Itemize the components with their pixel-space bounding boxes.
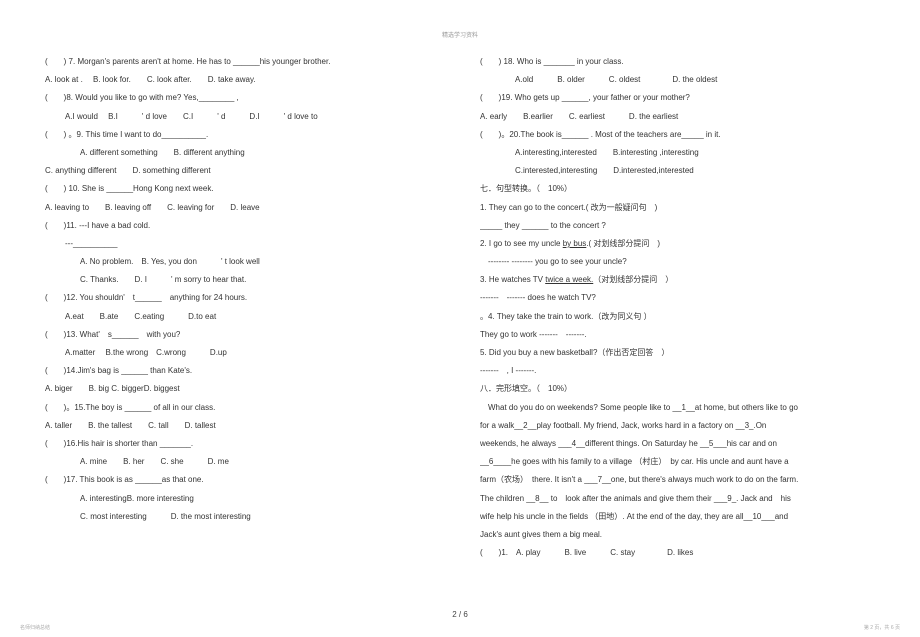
text-line: _____ they ______ to the concert ? [480,218,875,233]
text-line: ( ) 。9. This time I want to do__________… [45,127,440,142]
text-line: 3. He watches TV twice a week.（对划线部分提问 ） [480,272,875,287]
text-line: ( )17. This book is as ______as that one… [45,472,440,487]
text-line: for a walk__2__play football. My friend,… [480,418,875,433]
text-line: A. leaving to B. leaving off C. leaving … [45,200,440,215]
right-column: ( ) 18. Who is _______ in your class. A.o… [480,54,875,563]
text-line: A.eat B.ate C.eating D.to eat [45,309,440,324]
text-line: ( )19. Who gets up ______, your father o… [480,90,875,105]
footer-right: 第 2 页，共 6 页 [864,624,900,631]
text-line: 。4. They take the train to work.（改为同义句 ） [480,309,875,324]
text-line: ( )12. You shouldn​' t______ anything fo… [45,290,440,305]
text-line: What do you do on weekends? Some people … [480,400,875,415]
text-line: A. different something B. different anyt… [45,145,440,160]
text-line: ( ) 7. Morgan's parents aren't at home. … [45,54,440,69]
text-line: ------- ------- does he watch TV? [480,290,875,305]
footer-left: 名师归纳总结 [20,624,50,631]
text-line: -------- -------- you go to see your unc… [480,254,875,269]
text-line: C. most interesting D. the most interest… [45,509,440,524]
text-line: A.matter B.the wrong C.wrong D.up [45,345,440,360]
text-line: A. look at . B. look for. C. look after.… [45,72,440,87]
text-line: farm（农场） there. It isn't a ___7__one, bu… [480,472,875,487]
text-line: ( )。15.The boy is ______ of all in our c… [45,400,440,415]
text-line: A. taller B. the tallest C. tall D. tall… [45,418,440,433]
text-line: ( ) 18. Who is _______ in your class. [480,54,875,69]
content-columns: ( ) 7. Morgan's parents aren't at home. … [45,54,875,563]
text-line: ( ) 10. She is ______Hong Kong next week… [45,181,440,196]
page-number: 2 / 6 [0,610,920,619]
text-line: A. interestingB. more interesting [45,491,440,506]
text-line: A. No problem. B. Yes, you don ' t look … [45,254,440,269]
text-line: ( )。20.The book is______ . Most of the t… [480,127,875,142]
text-line: ---__________ [45,236,440,251]
text-line: 八．完形填空。（ 10%） [480,381,875,396]
text-line: The children __8__ to look after the ani… [480,491,875,506]
text-line: 5. Did you buy a new basketball?（作出否定回答 … [480,345,875,360]
text-line: 七．句型转换。（ 10%） [480,181,875,196]
text-line: wife help his uncle in the fields （田地）. … [480,509,875,524]
text-line: ( )13. What​' s______ with you? [45,327,440,342]
text-line: C. anything different D. something diffe… [45,163,440,178]
text-line: 2. I go to see my uncle by bus.( 对划线部分提问… [480,236,875,251]
text-line: A.old B. older C. oldest D. the oldest [480,72,875,87]
left-column: ( ) 7. Morgan's parents aren't at home. … [45,54,440,563]
text-line: A. early B.earlier C. earliest D. the ea… [480,109,875,124]
text-line: A. biger B. big C. biggerD. biggest [45,381,440,396]
doc-header: 精选学习资料 [45,30,875,39]
text-line: ( )8. Would you like to go with me? Yes,… [45,90,440,105]
text-line: ( )11. ---I have a bad cold. [45,218,440,233]
text-line: Jack's aunt gives them a big meal. [480,527,875,542]
text-line: ------- , I -------. [480,363,875,378]
text-line: 1. They can go to the concert.( 改为一般疑问句 … [480,200,875,215]
text-line: C.interested,interesting D.interested,in… [480,163,875,178]
text-line: A.I would B.I ' d love C.I ' d D.I ' d l… [45,109,440,124]
text-line: They go to work ------- -------. [480,327,875,342]
text-line: weekends, he always ___4__different thin… [480,436,875,451]
text-line: __6____he goes with his family to a vill… [480,454,875,469]
text-line: A. mine B. her C. she D. me [45,454,440,469]
text-line: ( )14.Jim's bag is ______ than Kate's. [45,363,440,378]
text-line: C. Thanks. D. I ' m sorry to hear that. [45,272,440,287]
text-line: ( )1. A. play B. live C. stay D. likes [480,545,875,560]
text-line: ( )16.His hair is shorter than _______. [45,436,440,451]
text-line: A.interesting,interested B.interesting ,… [480,145,875,160]
